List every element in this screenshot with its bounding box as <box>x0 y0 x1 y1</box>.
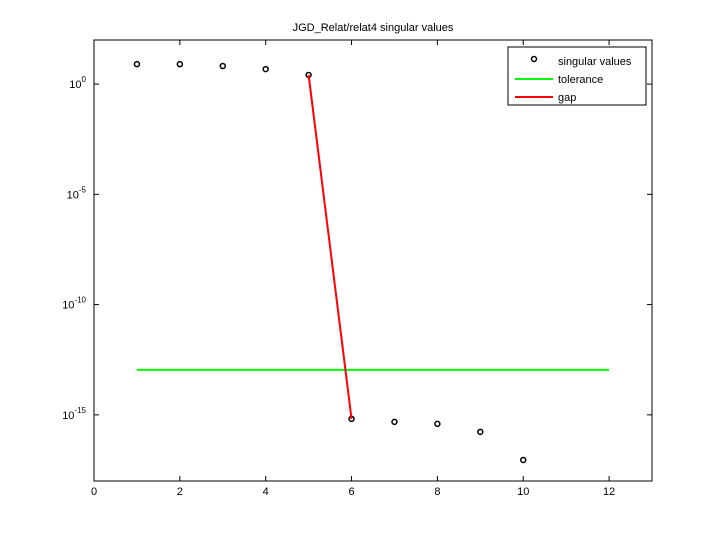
x-tick-label: 4 <box>263 486 269 498</box>
x-tick-label: 2 <box>177 486 183 498</box>
legend-label: tolerance <box>558 74 603 86</box>
chart-title: JGD_Relat/relat4 singular values <box>293 22 454 34</box>
legend-marker <box>530 55 538 63</box>
x-tick-label: 10 <box>517 486 529 498</box>
y-tick-label: 10-5 <box>67 185 87 201</box>
x-tick-label: 12 <box>603 486 615 498</box>
point <box>133 60 141 68</box>
point <box>262 65 269 73</box>
legend-label: gap <box>558 92 576 104</box>
x-tick-label: 8 <box>434 486 440 498</box>
y-tick-label: 100 <box>69 75 86 91</box>
point <box>176 60 184 68</box>
legend-box <box>507 46 647 106</box>
x-tick-label: 6 <box>348 486 354 498</box>
y-tick-label: 10-10 <box>62 296 86 312</box>
point <box>219 62 227 70</box>
x-tick-label: 0 <box>91 486 97 498</box>
plot-area <box>93 39 653 482</box>
point <box>434 420 441 428</box>
line <box>307 74 353 419</box>
y-tick-label: 10-15 <box>62 406 86 422</box>
point <box>519 456 527 464</box>
legend-label: singular values <box>558 56 632 68</box>
point <box>391 418 398 426</box>
point <box>477 428 484 436</box>
